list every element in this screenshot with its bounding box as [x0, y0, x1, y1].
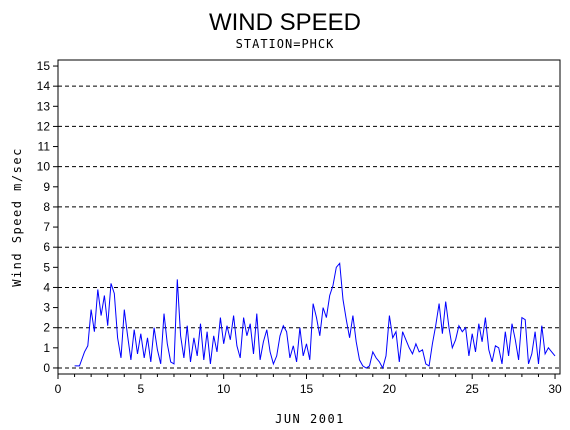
- x-tick-label: 10: [217, 382, 231, 396]
- x-tick-label: 25: [466, 382, 480, 396]
- y-tick-label: 6: [43, 240, 50, 254]
- y-tick-label: 14: [37, 79, 51, 93]
- y-tick-label: 4: [43, 280, 50, 294]
- y-tick-label: 5: [43, 260, 50, 274]
- y-axis-label: Wind Speed m/sec: [10, 147, 24, 287]
- x-tick-label: 5: [137, 382, 144, 396]
- y-tick-label: 15: [37, 59, 51, 73]
- y-tick-label: 1: [43, 341, 50, 355]
- y-tick-label: 13: [37, 99, 51, 113]
- y-tick-label: 11: [38, 140, 51, 154]
- x-tick-label: 0: [55, 382, 62, 396]
- y-tick-label: 7: [43, 220, 50, 234]
- wind-speed-series-line: [74, 262, 556, 370]
- y-tick-label: 3: [43, 301, 50, 315]
- y-tick-label: 9: [43, 180, 50, 194]
- x-axis: 0 5 10 15 20 25 30: [55, 374, 562, 396]
- x-tick-label: 30: [548, 382, 562, 396]
- x-tick-label: 15: [300, 382, 314, 396]
- y-tick-label: 8: [43, 200, 50, 214]
- y-tick-label: 0: [43, 361, 50, 375]
- x-axis-label: JUN 2001: [275, 412, 345, 426]
- plot-frame: [57, 59, 561, 375]
- y-tick-label: 10: [37, 160, 51, 174]
- chart-title: WIND SPEED: [209, 9, 361, 36]
- y-tick-label: 12: [37, 119, 51, 133]
- chart-subtitle: STATION=PHCK: [236, 37, 335, 51]
- y-tick-label: 2: [43, 321, 50, 335]
- x-tick-label: 20: [383, 382, 397, 396]
